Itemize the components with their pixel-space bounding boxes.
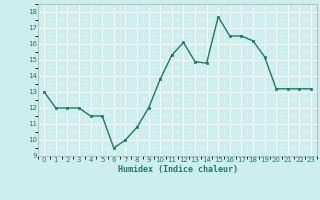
X-axis label: Humidex (Indice chaleur): Humidex (Indice chaleur) xyxy=(118,165,238,174)
